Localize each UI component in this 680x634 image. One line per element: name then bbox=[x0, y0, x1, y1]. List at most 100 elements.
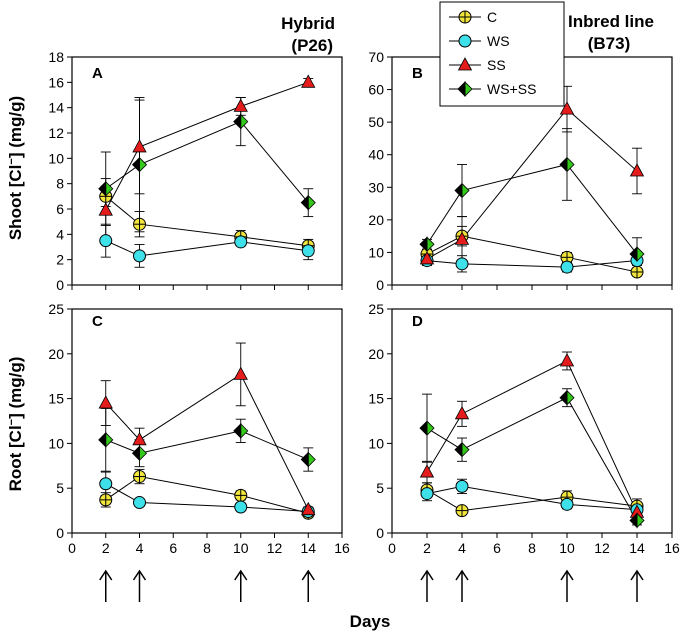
panel-d-xtick-label: 6 bbox=[493, 540, 501, 556]
panel-c-ytick-label: 10 bbox=[48, 435, 64, 451]
panel-b-line-ss bbox=[426, 108, 638, 260]
panel-a-ytick-label: 18 bbox=[48, 49, 64, 65]
panel-c-point-ws-ss-right bbox=[105, 431, 114, 448]
panel-a-ytick-label: 0 bbox=[56, 277, 64, 293]
panel-a-frame bbox=[71, 56, 343, 286]
panel-b-ytick-label: 40 bbox=[368, 147, 384, 163]
panel-d-point-ws-ss-left bbox=[419, 420, 428, 437]
panel-d-ytick-label: 15 bbox=[368, 391, 384, 407]
panel-d-point-ws bbox=[560, 497, 574, 511]
panel-b-ytick-label: 0 bbox=[376, 277, 384, 293]
panel-c-ytick-label: 15 bbox=[48, 391, 64, 407]
panel-c-xtick-label: 14 bbox=[300, 540, 316, 556]
legend-item-ws-ss-label: WS+SS bbox=[487, 81, 536, 97]
panel-b-ytick-label: 60 bbox=[368, 82, 384, 98]
col1-title-line2: (P26) bbox=[291, 36, 333, 55]
panel-a-ytick-label: 8 bbox=[56, 176, 64, 192]
panel-d-xtick-label: 0 bbox=[388, 540, 396, 556]
panel-a-point-ws-ss-right bbox=[307, 194, 316, 211]
panel-a-point-ws bbox=[301, 244, 315, 258]
panel-a: 0 2 4 6 8 10 12 14 16 18 bbox=[48, 49, 343, 293]
panel-c-point-ws-ss-left bbox=[98, 431, 107, 448]
panel-c-xtick-label: 4 bbox=[136, 540, 144, 556]
panel-d-point-ws-ss-right bbox=[461, 441, 470, 458]
panel-b-point-ss bbox=[629, 163, 645, 177]
panel-b-point-ws-ss-left bbox=[419, 236, 428, 253]
panel-c-point-ss bbox=[233, 366, 248, 380]
panel-d-point-ss bbox=[559, 353, 575, 367]
panel-c-line-c bbox=[105, 476, 309, 514]
panel-c-point-ws bbox=[99, 477, 113, 491]
panel-a-ytick-label: 10 bbox=[48, 150, 64, 166]
panel-a-point-ws-ss-right bbox=[139, 156, 148, 173]
panel-d-line-ws-ss bbox=[426, 397, 638, 521]
x-axis-label: Days bbox=[350, 612, 391, 631]
panel-c-point-ws bbox=[133, 496, 146, 510]
panel-b-point-ws-ss-left bbox=[559, 156, 568, 173]
panel-b-point-ws-ss-left bbox=[454, 182, 463, 199]
panel-c-ytick-label: 20 bbox=[48, 346, 64, 362]
panel-a-ytick-label: 6 bbox=[56, 201, 64, 217]
panel-label-c: C bbox=[92, 313, 103, 330]
panel-a-point-ss bbox=[132, 139, 147, 153]
panel-d-xtick-label: 14 bbox=[629, 540, 645, 556]
panel-d-ytick-label: 25 bbox=[368, 301, 384, 317]
legend-item-ws-ss-marker-left bbox=[457, 81, 466, 97]
panel-b-ytick-label: 10 bbox=[368, 244, 384, 260]
panel-d-ytick-label: 10 bbox=[368, 435, 384, 451]
panel-d-xtick-label: 8 bbox=[528, 540, 536, 556]
panel-b-point-ss bbox=[454, 231, 470, 245]
panel-a-point-ws-ss-left bbox=[300, 194, 309, 211]
panel-a-point-ws bbox=[234, 235, 248, 249]
panel-b-line-ws-ss bbox=[426, 163, 638, 255]
up-arrow-head bbox=[99, 569, 113, 581]
panel-c-point-ws-ss-right bbox=[139, 445, 148, 462]
panel-b-point-ss bbox=[559, 101, 575, 115]
panel-d-line-c bbox=[426, 489, 638, 512]
panel-d-point-ws-ss-right bbox=[426, 420, 435, 437]
panel-c-xtick-label: 6 bbox=[169, 540, 177, 556]
panel-c-point-ws-ss-left bbox=[300, 451, 309, 468]
panel-d-line-ws bbox=[426, 485, 638, 511]
panel-b-ytick-label: 50 bbox=[368, 114, 384, 130]
panel-c-frame bbox=[71, 308, 343, 534]
col1-title-line1: Hybrid bbox=[281, 14, 335, 33]
up-arrow-head bbox=[630, 569, 644, 581]
panel-c-xtick-label: 8 bbox=[203, 540, 211, 556]
panel-a-point-ws-ss-left bbox=[98, 180, 107, 197]
panel-d-point-ws-ss-right bbox=[566, 389, 575, 406]
up-arrow-head bbox=[560, 569, 574, 581]
shoot-ylabel: Shoot [Cl−] (mg/g) bbox=[6, 96, 25, 240]
panel-d-xtick-label: 12 bbox=[594, 540, 610, 556]
panel-d-point-ws bbox=[420, 487, 434, 501]
panel-a-point-ws-ss-left bbox=[131, 156, 140, 173]
panel-a-line-c bbox=[105, 195, 309, 247]
panel-d-xtick-label: 2 bbox=[423, 540, 431, 556]
col2-title-line1: Inbred line bbox=[568, 12, 654, 31]
panel-d-ytick-label: 0 bbox=[376, 525, 384, 541]
legend-item-ws-marker bbox=[458, 34, 472, 48]
col2-title-line2: (B73) bbox=[588, 34, 631, 53]
panel-d-xtick-label: 4 bbox=[458, 540, 466, 556]
panel-c-xtick-label: 0 bbox=[68, 540, 76, 556]
panel-b-point-ws bbox=[560, 260, 574, 274]
panel-a-ytick-label: 16 bbox=[48, 74, 64, 90]
panel-c-point-ws-ss-right bbox=[307, 451, 316, 468]
panel-a-ytick-label: 2 bbox=[56, 252, 64, 268]
panel-a-ytick-label: 4 bbox=[56, 226, 64, 242]
panel-a-line-ss bbox=[105, 81, 309, 211]
panel-b-ytick-label: 20 bbox=[368, 212, 384, 228]
panel-b-point-ws bbox=[455, 257, 469, 271]
panel-a-ytick-label: 12 bbox=[48, 125, 64, 141]
panel-c-point-ss bbox=[98, 395, 113, 409]
panel-b-line-ws bbox=[426, 260, 638, 268]
legend-item-ss-label: SS bbox=[487, 57, 506, 73]
panel-c-xtick-label: 10 bbox=[233, 540, 249, 556]
panel-a-point-ss bbox=[301, 74, 316, 88]
panel-c-line-ss bbox=[105, 373, 309, 510]
panel-a-point-ws-ss-left bbox=[233, 113, 242, 130]
panel-c-point-ws bbox=[234, 500, 248, 514]
time-point-arrows bbox=[99, 569, 644, 602]
panel-b-ytick-label: 70 bbox=[368, 49, 384, 65]
